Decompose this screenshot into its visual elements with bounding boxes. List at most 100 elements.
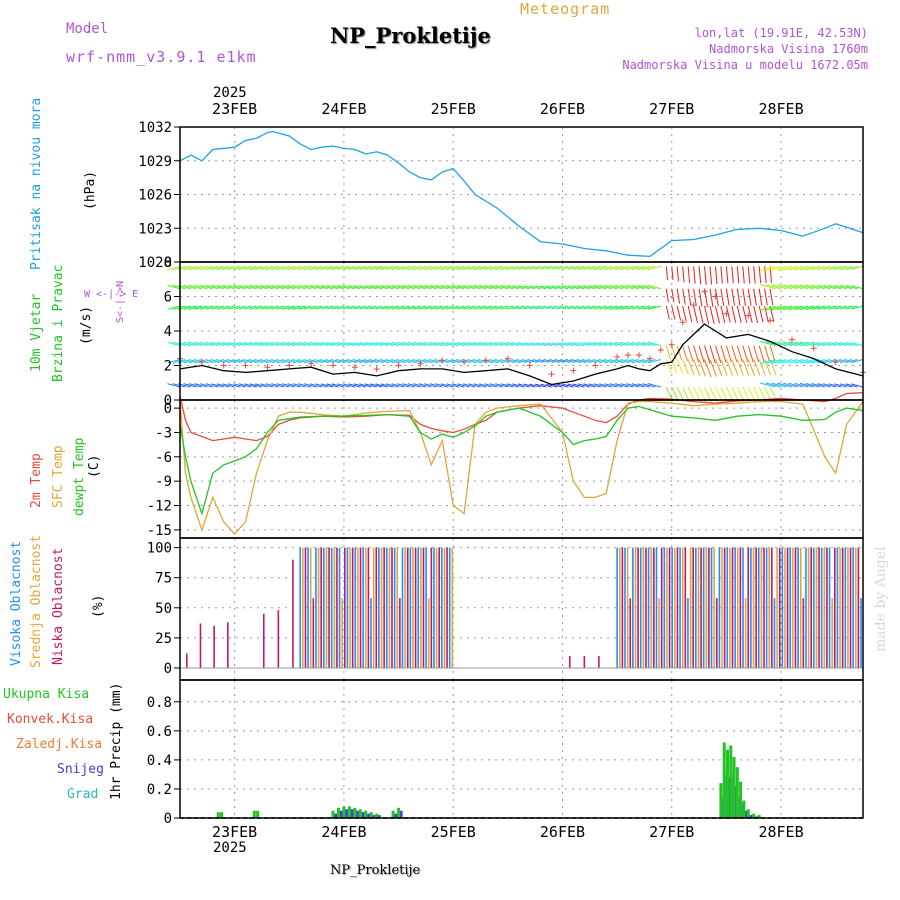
wind-arrow <box>834 285 847 290</box>
wind-arrow <box>342 341 355 347</box>
wind-arrow <box>364 358 377 364</box>
wind-arrow <box>402 383 416 388</box>
wind-arrow <box>348 305 361 310</box>
wind-arrow <box>429 284 443 290</box>
wind-arrow <box>782 265 798 271</box>
wind-arrow <box>473 305 487 310</box>
wind-arrow <box>188 284 202 290</box>
wind-arrow <box>233 285 246 290</box>
wind-arrow <box>233 383 246 388</box>
model-elevation-label: Nadmorska Visina u modelu 1672.05m <box>622 58 868 72</box>
wind-arrow <box>577 383 590 388</box>
wind-arrow <box>468 358 481 364</box>
wind-arrow <box>331 358 345 364</box>
wind-arrow <box>834 341 847 347</box>
temp2m-series-line <box>179 392 864 442</box>
wind-arrow <box>642 383 656 388</box>
wind-arrow <box>222 383 235 388</box>
wind-arrow <box>512 342 525 347</box>
wind-arrow <box>794 305 809 311</box>
wind-arrow <box>764 345 770 362</box>
wind-arrow <box>782 382 798 388</box>
wind-arrow <box>331 342 345 347</box>
wind-arrow <box>583 383 596 388</box>
wind-arrow <box>817 358 831 364</box>
wind-arrow <box>731 305 737 323</box>
wind-arrow <box>282 383 295 388</box>
wind-arrow <box>478 341 492 347</box>
temp-panel-frame <box>179 399 864 539</box>
wind-arrow <box>682 288 686 305</box>
wind-arrow <box>200 341 213 347</box>
wind-arrow <box>535 358 547 363</box>
precip-tick-label: 0 <box>164 811 172 827</box>
wind-arrow <box>759 305 776 311</box>
wind-arrow <box>599 284 612 290</box>
wind-arrow <box>188 305 202 310</box>
wind-arrow <box>473 383 487 388</box>
wind-arrow <box>551 285 563 290</box>
wind-arrow <box>714 345 722 363</box>
wind-arrow <box>276 305 290 310</box>
wind-arrow <box>676 288 681 304</box>
wind-arrow <box>758 305 764 323</box>
precip-total-bar <box>757 815 761 818</box>
wind-arrow <box>254 284 268 290</box>
wind-arrow <box>386 341 399 347</box>
precip-snow-bar <box>350 809 354 818</box>
wind-arrow <box>687 288 692 306</box>
wind-arrow <box>227 383 241 388</box>
wind-arrow <box>468 383 481 388</box>
wind-arrow <box>260 341 274 347</box>
wind-arrow <box>478 284 492 290</box>
wind-arrow <box>614 358 629 364</box>
wind-arrow <box>753 266 756 284</box>
wind-arrow <box>676 305 682 321</box>
wind-arrow <box>698 305 704 324</box>
wind-arrow <box>380 341 394 347</box>
precip-panel-frame <box>179 679 864 819</box>
wind-arrow <box>562 305 574 310</box>
wind-arrow <box>626 383 640 388</box>
wind-arrow <box>194 305 208 310</box>
wind-arrow <box>489 383 503 388</box>
wind-arrow <box>647 305 661 310</box>
wind-arrow <box>287 358 301 364</box>
wind-arrow <box>254 265 268 271</box>
wind-arrow <box>353 383 366 388</box>
wind-arrow <box>725 288 730 306</box>
wind-arrow <box>391 284 405 290</box>
wind-arrow <box>337 305 350 310</box>
wind-arrow <box>375 383 388 388</box>
wind-arrow <box>769 345 776 362</box>
wind-arrow <box>309 305 323 310</box>
precip-total-bar <box>375 813 379 818</box>
wind-arrow <box>567 305 580 310</box>
wind-arrow <box>489 341 503 347</box>
wind-arrow <box>407 305 421 310</box>
wind-arrow <box>342 383 355 388</box>
wind-arrow <box>402 305 416 310</box>
wind-arrow <box>233 305 246 310</box>
wind-arrow <box>418 265 432 271</box>
wind-arrow <box>337 285 350 290</box>
wind-arrow <box>183 341 197 347</box>
wind-arrow <box>572 285 585 290</box>
wind-arrow <box>260 284 274 290</box>
wind-arrow <box>588 358 601 364</box>
wind-arrow <box>764 288 768 306</box>
wind-arrow <box>326 383 339 388</box>
wind-arrow <box>315 285 328 290</box>
precip-total-bar <box>746 809 750 818</box>
wind-arrow <box>736 359 744 376</box>
wind-arrow <box>315 358 328 364</box>
wind-arrow <box>614 341 629 347</box>
precip-tick-label: 0.4 <box>147 753 172 769</box>
wind-arrow <box>512 358 525 364</box>
wind-arrow <box>271 284 284 290</box>
wind-arrow <box>647 284 661 290</box>
wind-arrow <box>562 342 574 347</box>
wind-arrow <box>556 265 569 270</box>
wind-arrow <box>529 358 541 363</box>
wind-arrow <box>495 383 508 388</box>
